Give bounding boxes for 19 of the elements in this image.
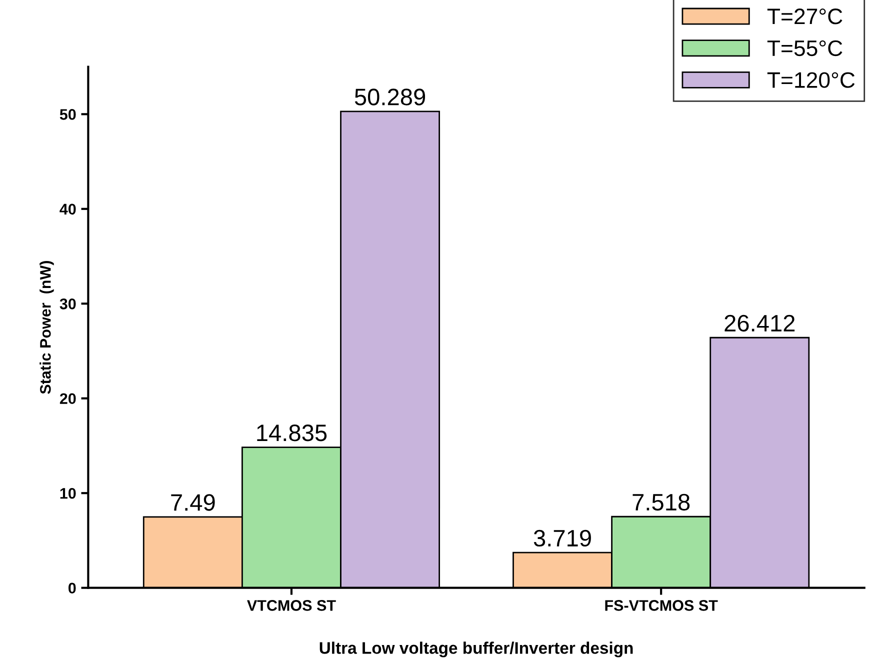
y-axis-title: Static Power (nW) [40, 261, 54, 394]
data-label: 14.835 [257, 424, 327, 442]
y-tick-label: 20 [60, 393, 76, 404]
y-tick-label: 40 [60, 204, 76, 215]
data-label: 26.412 [724, 314, 795, 332]
data-label: 7.518 [632, 494, 690, 511]
x-tick-label: FS-VTCMOS ST [605, 600, 718, 611]
legend-label: T=55°C [767, 40, 842, 56]
data-label: 7.49 [171, 494, 215, 511]
data-label: 50.289 [354, 88, 426, 106]
data-label: 3.719 [534, 530, 591, 547]
x-tick-label: VTCMOS ST [247, 600, 336, 611]
legend-label: T=120°C [767, 72, 855, 88]
y-tick-label: 50 [60, 109, 76, 120]
legend-label: T=27°C [767, 8, 842, 24]
y-tick-label: 10 [60, 488, 76, 499]
y-tick-label: 30 [60, 298, 76, 310]
y-tick-label: 0 [68, 582, 76, 594]
x-axis-title: Ultra Low voltage buffer/Inverter design [320, 642, 633, 658]
